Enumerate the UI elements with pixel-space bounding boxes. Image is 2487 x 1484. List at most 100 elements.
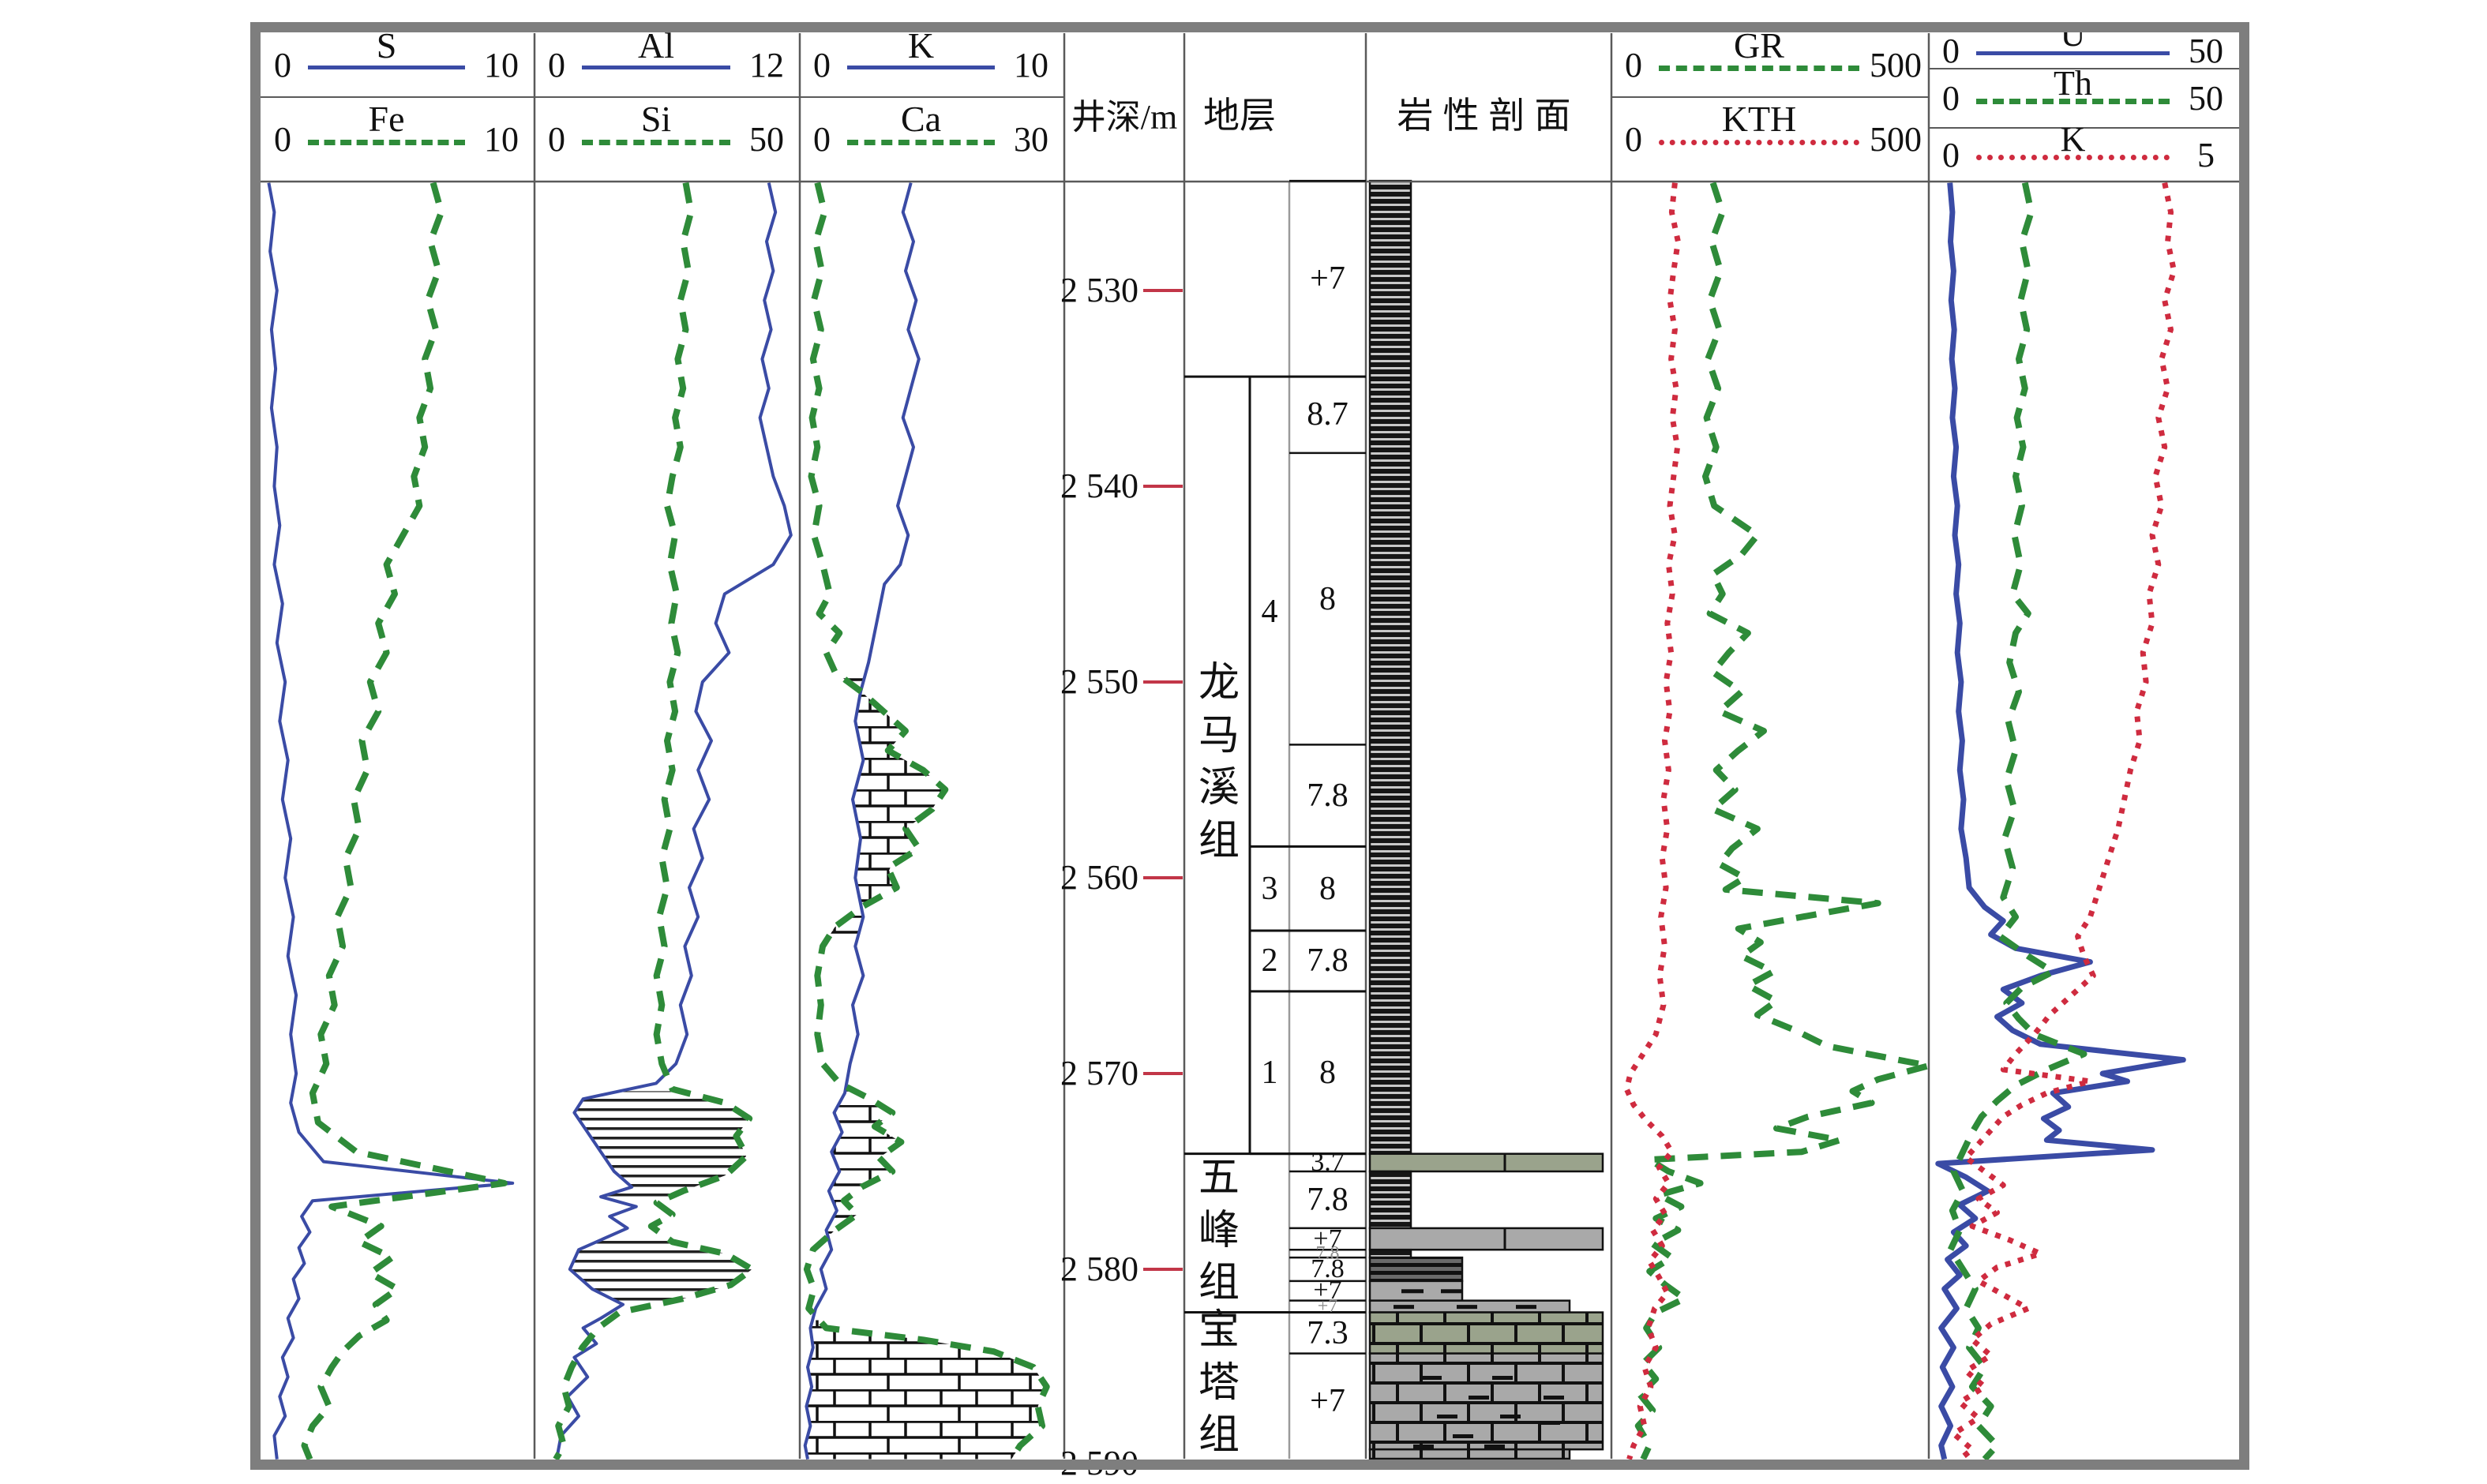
depth-tick-mark (1143, 680, 1183, 684)
curve-Th (1947, 182, 2088, 1462)
depth-tick-mark (1143, 1268, 1183, 1271)
curve-name: U (2060, 15, 2086, 54)
header-row-al_si-al: 0 Al 12 (535, 27, 800, 97)
zone-value: 8 (1319, 1054, 1336, 1091)
legend-line-gr (1659, 65, 1859, 71)
header-row-s_fe-s: 0 S 10 (261, 27, 535, 97)
depth-tick-mark (1143, 289, 1183, 292)
header-row-gr_kth-kth: 0 KTH 500 (1611, 97, 1929, 182)
legend-line-ca (847, 139, 995, 145)
curve-name: Ca (900, 99, 942, 140)
header-row-s_fe-fe: 0 Fe 10 (261, 97, 535, 182)
lith-shale (1368, 1248, 1412, 1259)
depth-tick-label: 2 550 (1060, 662, 1138, 701)
curve-Fe (301, 182, 508, 1461)
zone-value: 8.7 (1307, 396, 1349, 433)
depth-tick-label: 2 570 (1060, 1054, 1138, 1092)
zone-value: +7 (1313, 1224, 1342, 1254)
curve-Al (555, 182, 793, 1460)
depth-tick-label: 2 560 (1060, 858, 1138, 897)
depth-tick-label-clipped: 2 590 (1060, 1444, 1138, 1482)
scale-min: 0 (548, 46, 565, 84)
curve-name: Al (638, 24, 674, 66)
legend-line-s (308, 65, 465, 69)
lith-brick_gray_short (1368, 1448, 1571, 1460)
curve-name: K (2060, 119, 2086, 159)
fill-Si-Al (569, 1239, 752, 1305)
header-row-k_ca-k: 0 K 10 (800, 27, 1064, 97)
header-row-u_th_k-th: 0 Th 50 (1929, 66, 2239, 128)
curve-S (267, 182, 515, 1460)
scale-min: 0 (548, 120, 565, 159)
zone-value: 8 (1319, 870, 1336, 907)
curve-Si (553, 182, 756, 1461)
zone-value: 7.8 (1311, 1254, 1345, 1284)
legend-line-kth (1659, 139, 1859, 145)
fill-Si-Al (574, 1091, 749, 1197)
scale-max: 10 (484, 120, 519, 159)
curve-name: KTH (1721, 99, 1797, 140)
curve-name: Si (640, 99, 672, 140)
header-row-al_si-si: 0 Si 50 (535, 97, 800, 182)
fill-Ca-K (826, 678, 944, 941)
lithology-column (1368, 179, 1604, 1460)
scale-max: 500 (1870, 46, 1922, 84)
curve-name: S (376, 24, 397, 66)
curve-KTH (1623, 182, 1681, 1460)
fill-Ca-K (805, 1320, 1047, 1460)
curve-name: GR (1734, 24, 1784, 66)
zone-value: 7.8 (1307, 1181, 1349, 1218)
zone-value: +7 (1310, 260, 1345, 298)
scale-max: 12 (749, 46, 784, 84)
scale-min: 0 (1625, 120, 1642, 159)
zone-value: 7.8 (1307, 942, 1349, 980)
depth-tick-mark (1143, 1072, 1183, 1075)
lith-brick_gray (1368, 1352, 1604, 1451)
grid-lines (261, 33, 2239, 1459)
curve-Ca (803, 182, 1050, 1461)
scale-max: 30 (1014, 120, 1048, 159)
legend-line-fe (308, 139, 465, 145)
scale-max: 5 (2197, 135, 2215, 174)
scale-max: 10 (1014, 46, 1048, 84)
scale-min: 0 (1625, 46, 1642, 84)
curve-name: Fe (368, 99, 405, 140)
formation-name: 五峰组 (1198, 1156, 1240, 1306)
zone-value: 7.3 (1307, 1314, 1349, 1351)
header-row-gr_kth-gr: 0 GR 500 (1611, 27, 1929, 97)
scale-min: 0 (1942, 79, 1960, 118)
depth-tick-label: 2 530 (1060, 271, 1138, 309)
depth-tick-label: 2 540 (1060, 467, 1138, 505)
lith-dark_mud (1368, 1256, 1464, 1283)
lith-band_gray (1368, 1227, 1604, 1251)
log-curves (267, 182, 2186, 1462)
zone-value: 8 (1319, 580, 1336, 617)
curve-name: K (907, 24, 935, 66)
lith-shale (1368, 179, 1412, 1155)
depth-tick-mark (1143, 876, 1183, 879)
unit-number: 1 (1261, 1054, 1278, 1091)
depth-tick-label: 2 580 (1060, 1250, 1138, 1288)
header-row-k_ca-ca: 0 Ca 30 (800, 97, 1064, 182)
zone-value: 3.7 (1311, 1147, 1345, 1177)
unit-number: 2 (1261, 942, 1278, 980)
lith-band_olive (1368, 1152, 1604, 1173)
lith-shale (1368, 1170, 1412, 1230)
zone-value: +7 (1310, 1383, 1345, 1420)
formation-name: 龙马溪组 (1198, 661, 1240, 864)
curve-K (803, 182, 921, 1460)
lith-column-header: 岩性剖面 (1397, 96, 1581, 136)
scale-max: 50 (2189, 32, 2223, 70)
curve-K_spec (1950, 182, 2177, 1462)
legend-line-u (1976, 51, 2170, 55)
zone-value: 7.8 (1315, 1243, 1340, 1265)
scale-max: 10 (484, 46, 519, 84)
legend-line-k (1976, 155, 2170, 160)
legend-line-si (582, 139, 730, 145)
scale-min: 0 (274, 46, 291, 84)
curve-GR (1634, 182, 1932, 1461)
scale-min: 0 (274, 120, 291, 159)
scale-min: 0 (813, 120, 831, 159)
